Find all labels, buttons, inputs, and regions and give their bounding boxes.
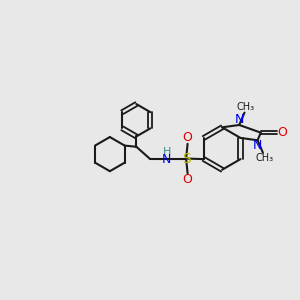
Text: N: N (162, 153, 171, 166)
Text: S: S (182, 152, 190, 166)
Text: N: N (235, 113, 244, 126)
Text: O: O (278, 126, 287, 139)
Text: CH₃: CH₃ (255, 153, 273, 163)
Text: N: N (253, 139, 262, 152)
Text: O: O (183, 173, 193, 186)
Text: CH₃: CH₃ (237, 102, 255, 112)
Text: H: H (163, 147, 171, 157)
Text: O: O (183, 131, 193, 144)
